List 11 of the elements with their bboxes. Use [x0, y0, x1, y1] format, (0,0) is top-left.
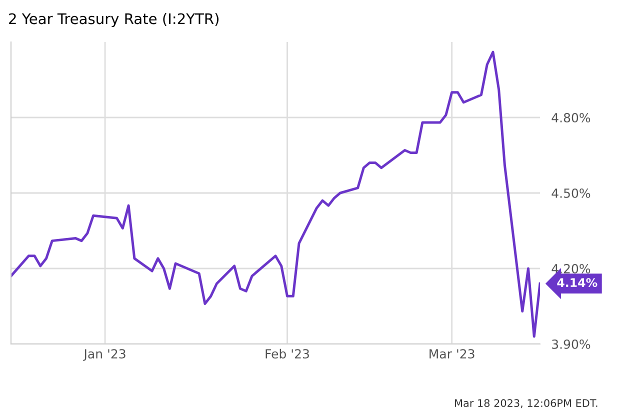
y-tick-label: 4.80% [552, 112, 590, 122]
chart-title: 2 Year Treasury Rate (I:2YTR) [9, 12, 218, 28]
x-tick-label: Mar '23 [430, 349, 474, 359]
y-tick-label: 4.50% [552, 188, 590, 198]
y-tick-label: 4.20% [552, 264, 590, 274]
line-series [11, 50, 540, 338]
annotation: 4.14% [557, 278, 598, 288]
x-tick-label: Feb '23 [266, 348, 309, 359]
y-tick-label: 3.90% [552, 339, 590, 349]
text: Mar 18 2023, 12:06PM EDT. [455, 399, 598, 408]
x-tick-label: Jan '23 [83, 349, 126, 361]
